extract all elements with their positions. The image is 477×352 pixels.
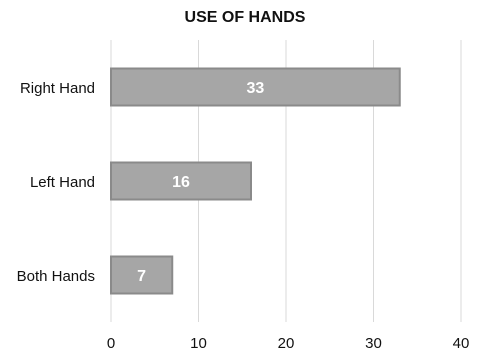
category-label-right-hand: Right Hand [20, 80, 95, 97]
x-tick-label-40: 40 [453, 335, 470, 352]
data-label-both-hands: 7 [137, 268, 146, 285]
bar-right-hand [110, 67, 401, 107]
x-tick-label-10: 10 [190, 335, 207, 352]
bars: 33 16 7 [110, 67, 401, 295]
data-label-right-hand: 33 [246, 80, 264, 97]
chart-title: USE OF HANDS [185, 9, 306, 26]
x-axis-tick-labels: 0 10 20 30 40 [107, 335, 470, 352]
category-label-both-hands: Both Hands [17, 268, 95, 285]
x-tick-label-30: 30 [365, 335, 382, 352]
category-label-left-hand: Left Hand [30, 174, 95, 191]
category-labels: Right Hand Left Hand Both Hands [17, 80, 95, 285]
bar-left-hand [110, 161, 252, 201]
x-tick-label-0: 0 [107, 335, 115, 352]
data-label-left-hand: 16 [172, 174, 190, 191]
x-tick-label-20: 20 [278, 335, 295, 352]
bar-both-hands [110, 255, 174, 295]
